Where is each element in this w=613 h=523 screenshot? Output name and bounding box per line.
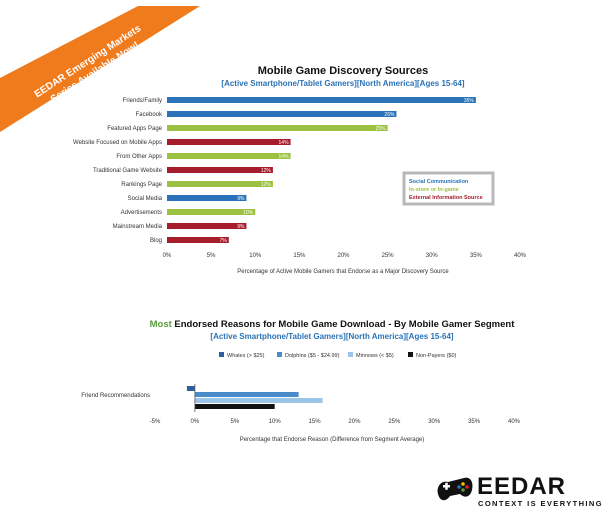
- chart2-legend-swatch: [277, 352, 282, 357]
- chart2-tick-label: 35%: [468, 419, 481, 425]
- chart1-bar: [167, 125, 388, 131]
- chart1-data-label: 9%: [237, 196, 245, 202]
- chart1-legend-box: [402, 171, 495, 206]
- chart1-bar: [167, 139, 291, 145]
- chart1-tick-label: 20%: [337, 253, 350, 259]
- chart1-bar: [167, 209, 256, 215]
- chart2-legend-swatch: [408, 352, 413, 357]
- chart1-category-label: Advertisements: [121, 210, 162, 216]
- chart2-tick-label: 15%: [309, 419, 322, 425]
- legend-social: Social Communication: [409, 179, 469, 185]
- chart2-tick-label: 5%: [230, 419, 239, 425]
- chart2-title-highlight: Most: [150, 319, 173, 330]
- eedar-logo-graphic: EEDAR CONTEXT IS EVERYTHING: [437, 473, 603, 508]
- chart2-x-axis-label: Percentage that Endorse Reason (Differen…: [240, 437, 425, 443]
- chart1-data-label: 12%: [261, 182, 272, 188]
- chart2-bar: [186, 386, 195, 391]
- chart2-legend-label: Dolphins ($5 - $24.99): [285, 353, 340, 359]
- chart2-subtitle: [Active Smartphone/Tablet Gamers][North …: [210, 332, 454, 341]
- chart1-category-label: Blog: [150, 238, 162, 244]
- chart2-bar: [194, 392, 299, 397]
- chart1-category-label: From Other Apps: [116, 154, 162, 160]
- chart1-data-label: 35%: [464, 98, 475, 104]
- chart2-legend-swatch: [219, 352, 224, 357]
- chart2-tick-label: 25%: [388, 419, 401, 425]
- chart1-data-label: 14%: [279, 140, 290, 146]
- eedar-logo[interactable]: EEDAR CONTEXT IS EVERYTHING: [434, 468, 604, 512]
- chart1-category-label: Mainstream Media: [113, 224, 163, 230]
- chart2-title-rest: Endorsed Reasons for Mobile Game Downloa…: [172, 319, 515, 330]
- chart1-category-label: Facebook: [136, 112, 163, 118]
- logo-name: EEDAR: [477, 473, 566, 500]
- chart1-bar: [167, 181, 273, 187]
- chart1-bar: [167, 153, 291, 159]
- chart1-bar: [167, 167, 273, 173]
- chart2-bar: [194, 398, 323, 403]
- chart1-tick-label: 0%: [163, 253, 172, 259]
- chart1-bar: [167, 223, 247, 229]
- chart1-category-label: Rankings Page: [121, 182, 162, 188]
- chart1-category-label: Social Media: [128, 196, 163, 202]
- chart2-bar: [194, 404, 275, 409]
- gamepad-icon: [437, 477, 473, 501]
- chart1-tick-label: 10%: [249, 253, 262, 259]
- chart2-legend-label: Non-Payers ($0): [416, 353, 457, 359]
- chart2-tick-label: 10%: [269, 419, 282, 425]
- chart2-tick-label: 40%: [508, 419, 521, 425]
- discovery-sources-chart: Mobile Game Discovery Sources [Active Sm…: [73, 65, 527, 275]
- logo-tagline: CONTEXT IS EVERYTHING: [478, 499, 603, 508]
- chart2-tick-label: 20%: [348, 419, 361, 425]
- chart1-category-label: Traditional Game Website: [93, 168, 163, 174]
- chart1-tick-label: 25%: [382, 253, 395, 259]
- chart1-tick-label: 15%: [293, 253, 306, 259]
- chart1-bar: [167, 237, 229, 243]
- chart1-category-label: Friends/Family: [123, 98, 162, 104]
- chart1-tick-label: 35%: [470, 253, 483, 259]
- chart1-bar: [167, 195, 247, 201]
- chart2-category-label: Friend Recommendations: [81, 393, 150, 399]
- chart1-data-label: 14%: [279, 154, 290, 160]
- chart2-tick-label: 0%: [191, 419, 200, 425]
- banner-ribbon: [0, 6, 200, 132]
- chart1-bar: [167, 111, 397, 117]
- chart1-data-label: 9%: [237, 224, 245, 230]
- chart1-subtitle: [Active Smartphone/Tablet Gamers][North …: [221, 79, 465, 88]
- chart2-legend-label: Minnows (< $5): [356, 353, 394, 359]
- chart1-title: Mobile Game Discovery Sources: [258, 65, 429, 77]
- chart1-category-label: Featured Apps Page: [107, 126, 162, 132]
- chart1-tick-label: 40%: [514, 253, 527, 259]
- chart2-title: Most Endorsed Reasons for Mobile Game Do…: [150, 319, 516, 330]
- legend-instore: In-store or In-game: [409, 187, 459, 193]
- chart1-legend: Social Communication In-store or In-game…: [402, 171, 495, 206]
- chart1-category-label: Website Focused on Mobile Apps: [73, 140, 162, 146]
- chart1-data-label: 10%: [243, 210, 254, 216]
- chart1-tick-label: 30%: [426, 253, 439, 259]
- legend-external: External Information Source: [409, 195, 483, 201]
- chart1-x-axis-label: Percentage of Active Mobile Gamers that …: [237, 269, 449, 275]
- chart1-bar: [167, 97, 476, 103]
- chart2-legend-swatch: [348, 352, 353, 357]
- chart2-legend-label: Whales (> $25): [227, 353, 265, 359]
- chart2-tick-label: 30%: [428, 419, 441, 425]
- chart1-tick-label: 5%: [207, 253, 216, 259]
- chart1-data-label: 26%: [384, 112, 395, 118]
- chart2-tick-label: -5%: [150, 419, 161, 425]
- chart1-data-label: 7%: [220, 238, 228, 244]
- chart1-data-label: 12%: [261, 168, 272, 174]
- chart1-data-label: 25%: [376, 126, 387, 132]
- download-reasons-chart: Most Endorsed Reasons for Mobile Game Do…: [81, 319, 520, 443]
